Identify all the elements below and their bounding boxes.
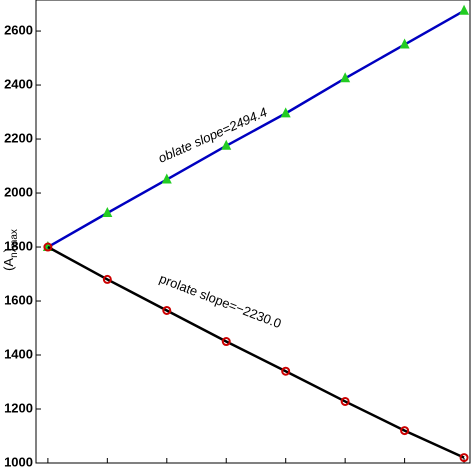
annotation: oblate slope=2494.4 xyxy=(156,104,269,165)
marker xyxy=(162,305,172,315)
y-tick-label: 1800 xyxy=(4,238,33,253)
y-label-close: ) xyxy=(1,248,16,252)
marker xyxy=(221,337,231,347)
y-tick-label: 1600 xyxy=(4,292,33,307)
marker xyxy=(221,139,232,150)
y-tick-label: 2000 xyxy=(4,184,33,199)
y-tick-label: 1000 xyxy=(4,454,33,469)
marker xyxy=(399,38,410,49)
marker xyxy=(340,72,351,83)
y-axis-label: (An)max xyxy=(1,229,19,271)
annotation: prolate slope=−2230.0 xyxy=(157,271,283,331)
marker xyxy=(459,4,470,15)
series-line xyxy=(47,9,465,249)
marker xyxy=(281,366,291,376)
marker xyxy=(102,207,113,218)
y-tick-label: 1400 xyxy=(4,346,33,361)
y-tick-label: 1200 xyxy=(4,400,33,415)
y-label-sub: n xyxy=(9,252,20,258)
series-line xyxy=(47,245,465,459)
y-label-base: (A xyxy=(1,258,16,271)
y-tick-label: 2400 xyxy=(4,76,33,91)
y-tick-label: 2600 xyxy=(4,22,33,37)
marker xyxy=(340,396,350,406)
marker xyxy=(43,242,53,252)
marker xyxy=(459,453,469,463)
plot-frame xyxy=(35,0,471,464)
marker xyxy=(102,274,112,284)
marker xyxy=(280,107,291,118)
marker xyxy=(400,426,410,436)
y-tick-label: 2200 xyxy=(4,130,33,145)
marker xyxy=(161,173,172,184)
y-label-sub2: max xyxy=(9,229,20,248)
